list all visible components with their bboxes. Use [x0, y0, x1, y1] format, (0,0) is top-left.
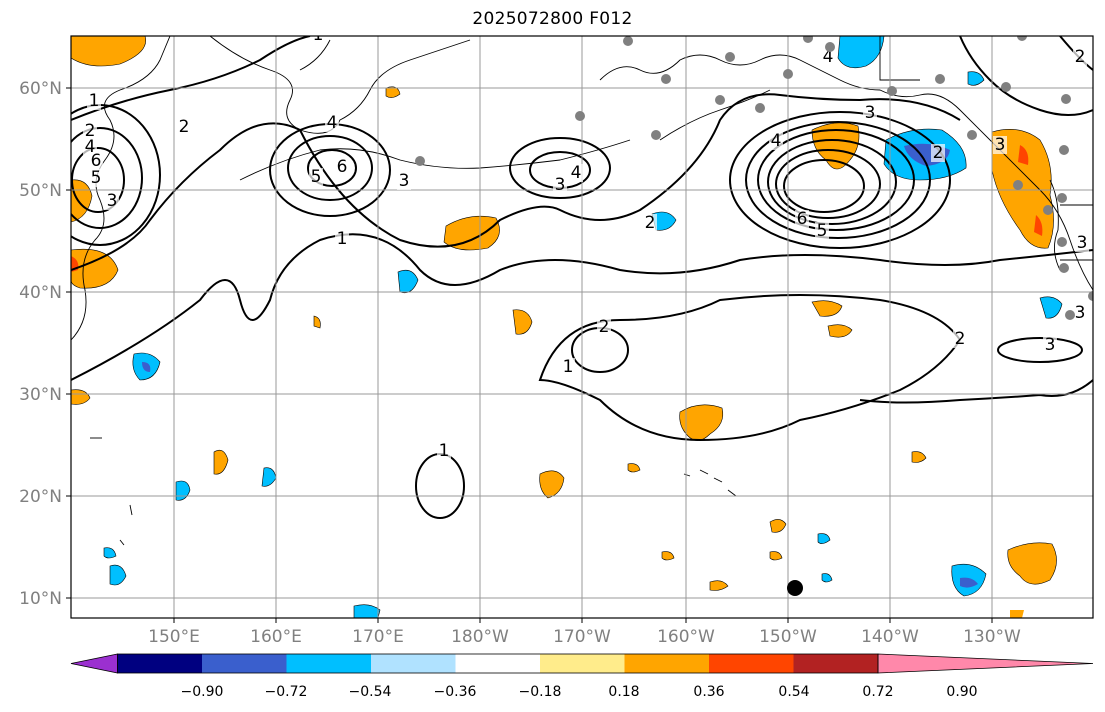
colorbar-segment — [202, 654, 287, 673]
colorbar-tick-label: −0.90 — [181, 684, 224, 700]
longitude-labels: 150°E 160°E 170°E 180°W 170°W 160°W 150°… — [148, 627, 1021, 647]
contour-label: 6 — [337, 157, 348, 177]
lat-label: 50°N — [19, 181, 62, 201]
contour-label: 1 — [313, 25, 324, 45]
lon-label: 140°W — [861, 627, 919, 647]
colorbar-tick-label: −0.18 — [519, 684, 562, 700]
contour-label: 3 — [1077, 233, 1088, 253]
colorbar-segment — [709, 654, 794, 673]
colorbar-extend-max — [877, 653, 1094, 674]
colorbar-segment — [793, 654, 878, 673]
lat-label: 10°N — [19, 589, 62, 609]
contour-label: 3 — [399, 171, 410, 191]
contour-label: 4 — [823, 47, 834, 67]
contour-label: 3 — [1045, 335, 1056, 355]
station-layer — [415, 36, 1093, 320]
colorbar-segment — [371, 654, 456, 673]
contour-label: 3 — [107, 191, 118, 211]
map-title: 2025072800 F012 — [472, 9, 633, 29]
lon-label: 150°E — [148, 627, 200, 647]
contour-label: 2 — [933, 143, 944, 163]
colorbar-tick-label: 0.72 — [862, 684, 893, 700]
lon-label: 150°W — [759, 627, 817, 647]
colorbar-tick-label: 0.54 — [778, 684, 809, 700]
contour-label: 2 — [1075, 47, 1086, 67]
lat-label: 30°N — [19, 385, 62, 405]
contour-label: 2 — [179, 117, 190, 137]
lon-label: 160°E — [250, 627, 302, 647]
colorbar-tick-label: −0.72 — [265, 684, 308, 700]
contour-label: 4 — [85, 137, 96, 157]
colorbar-tick-label: 0.36 — [693, 684, 724, 700]
contour-label: 2 — [955, 329, 966, 349]
colorbar-extend-min — [70, 653, 118, 674]
lat-label: 40°N — [19, 283, 62, 303]
colorbar-tick-labels: −0.90 −0.72 −0.54 −0.36 −0.18 0.18 0.36 … — [181, 684, 978, 700]
contour-label: 3 — [1075, 303, 1086, 323]
contour-label: 6 — [91, 151, 102, 171]
contour-label: 6 — [797, 209, 808, 229]
latitude-labels: 60°N 50°N 40°N 30°N 20°N 10°N — [19, 79, 62, 609]
contour-label: 1 — [439, 441, 450, 461]
contour-label: 3 — [865, 103, 876, 123]
contour-label: 1 — [563, 357, 574, 377]
contour-label: 1 — [337, 229, 348, 249]
lon-label: 170°E — [352, 627, 404, 647]
lon-label: 180°W — [451, 627, 509, 647]
contour-label: 2 — [645, 213, 656, 233]
lon-label: 130°W — [963, 627, 1021, 647]
contour-label: 2 — [599, 317, 610, 337]
contour-label: 4 — [771, 131, 782, 151]
colorbar-segment — [624, 654, 709, 673]
colorbar-tick-label: 0.90 — [946, 684, 977, 700]
colorbar-segment — [117, 654, 202, 673]
colorbar-tick-label: −0.54 — [349, 684, 392, 700]
contour-label: 3 — [995, 135, 1006, 155]
colorbar-tick-label: −0.36 — [434, 684, 477, 700]
lon-label: 170°W — [553, 627, 611, 647]
colorbar-segment — [286, 654, 371, 673]
lon-label: 160°W — [657, 627, 715, 647]
lat-label: 60°N — [19, 79, 62, 99]
contour-label: 1 — [89, 91, 100, 111]
lat-label: 20°N — [19, 487, 62, 507]
colorbar — [70, 653, 1094, 674]
colorbar-segment — [455, 654, 540, 673]
contour-label: 5 — [91, 168, 102, 188]
colorbar-frame — [117, 653, 879, 674]
contour-label: 4 — [571, 163, 582, 183]
contour-label: 2 — [85, 121, 96, 141]
position-marker — [787, 580, 803, 596]
contour-label: 5 — [311, 167, 322, 187]
contour-label: 4 — [327, 113, 338, 133]
colorbar-tick-label: 0.18 — [608, 684, 639, 700]
graticule — [71, 36, 1093, 618]
shaded-anomaly-layer — [71, 36, 1063, 618]
contour-label: 3 — [555, 175, 566, 195]
colorbar-segment — [540, 654, 625, 673]
contour-label: 5 — [817, 221, 828, 241]
